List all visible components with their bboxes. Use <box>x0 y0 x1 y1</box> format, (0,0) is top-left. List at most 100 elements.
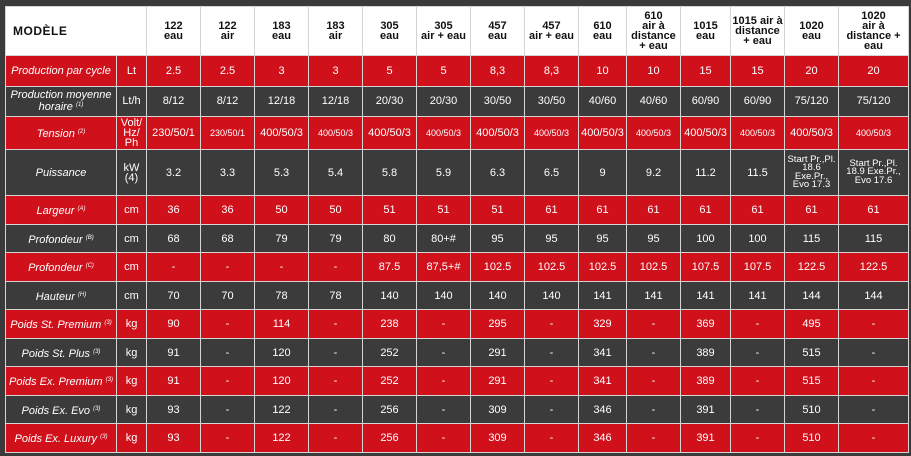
table-cell: 11.2 <box>680 148 731 197</box>
table-cell: - <box>626 309 681 339</box>
model-column-header: 1020 eau <box>784 6 839 56</box>
table-cell: 238 <box>362 309 417 339</box>
row-unit: kg <box>116 394 147 425</box>
table-cell: 140 <box>470 280 525 311</box>
table-cell: 68 <box>146 223 201 254</box>
table-cell: 369 <box>680 309 731 339</box>
table-cell: 252 <box>362 337 417 368</box>
model-type: air <box>328 30 343 42</box>
table-row: Poids Ex. Premium (3) kg 91-120-252-291-34… <box>5 366 909 396</box>
table-cell: 400/50/3 <box>578 116 627 150</box>
table-cell: 329 <box>578 309 627 339</box>
table-cell: 122 <box>254 394 309 425</box>
table-row: Production moyenne horaire (1) Lt/h 8/12 8/… <box>5 85 909 118</box>
table-row: Profondeur (C) cm - - - -87.5 87,5+# 102.5 102.5… <box>5 252 909 282</box>
table-cell: 102.5 <box>524 252 579 282</box>
model-column-header: 183 air <box>308 6 363 56</box>
footnote-ref: (3) <box>93 405 101 412</box>
table-cell: - <box>524 366 579 396</box>
table-cell: 78 <box>254 280 309 311</box>
row-label: Largeur (A) <box>5 195 117 225</box>
table-cell: 60/90 <box>680 85 731 118</box>
table-cell: 61 <box>680 195 731 225</box>
table-row: Largeur (A) cm 36 36 50 50 51 51 51 61 61 61 61 61 61 6… <box>5 195 909 225</box>
row-label: Poids Ex. Premium (3) <box>5 366 117 396</box>
table-cell: 115 <box>784 223 839 254</box>
model-number: 1015 air à <box>732 15 783 27</box>
row-unit: kg <box>116 366 147 396</box>
model-number: 457 <box>488 20 507 32</box>
row-label-text: Poids Ex. Luxury <box>14 433 98 446</box>
table-cell: - <box>308 366 363 396</box>
model-column-header: 610 eau <box>578 6 627 56</box>
table-row: Profondeur (B) cm 68 68 79 79 80 80+# 95 95 95 95 10… <box>5 223 909 254</box>
model-number: 1020 <box>861 10 886 22</box>
row-label-text: Production moyenne horaire <box>10 89 112 114</box>
table-cell: 36 <box>200 195 255 225</box>
model-column-header: 610 air à distance + eau <box>626 6 681 56</box>
row-unit: kW (4) <box>116 148 147 197</box>
table-cell: 140 <box>524 280 579 311</box>
table-cell: - <box>524 394 579 425</box>
footnote-ref: (3) <box>93 348 101 355</box>
table-cell: 391 <box>680 394 731 425</box>
row-label: Tension (2) <box>5 116 117 150</box>
table-cell: - <box>200 423 255 453</box>
model-column-header: 305 eau <box>362 6 417 56</box>
table-cell: 8/12 <box>200 85 255 118</box>
table-cell: 6.5 <box>524 148 579 197</box>
table-cell: 389 <box>680 337 731 368</box>
table-cell: 230/50/1 <box>200 116 255 150</box>
model-type: eau <box>272 30 291 42</box>
table-cell: 400/50/3 <box>838 116 909 150</box>
table-cell: 20/30 <box>416 85 471 118</box>
row-unit: kg <box>116 337 147 368</box>
table-cell: - <box>200 366 255 396</box>
model-column-header: 1015 eau <box>680 6 731 56</box>
model-type: eau <box>696 30 715 42</box>
table-row: Production par cycle Lt 2.5 2.5 3 3 5 5 8,3 8,3 10… <box>5 55 909 87</box>
table-cell: - <box>416 309 471 339</box>
table-cell: 12/18 <box>308 85 363 118</box>
table-cell: - <box>308 337 363 368</box>
table-cell: 10 <box>578 55 627 87</box>
table-cell: - <box>626 337 681 368</box>
table-cell: - <box>308 252 363 282</box>
table-cell: 40/60 <box>578 85 627 118</box>
table-cell: 90 <box>146 309 201 339</box>
table-cell: 80+# <box>416 223 471 254</box>
row-label-text: Tension <box>36 128 75 141</box>
table-cell: 50 <box>308 195 363 225</box>
table-row: Hauteur (H) cm 70 70 78 78 140 140 140 140 141 141 1… <box>5 280 909 311</box>
table-cell: 8,3 <box>470 55 525 87</box>
table-cell: 141 <box>730 280 785 311</box>
table-cell: 107.5 <box>730 252 785 282</box>
table-cell: - <box>838 394 909 425</box>
table-cell: 87.5 <box>362 252 417 282</box>
table-cell: 100 <box>680 223 731 254</box>
table-cell: 391 <box>680 423 731 453</box>
model-heading: MODÈLE <box>5 6 147 56</box>
table-cell: 36 <box>146 195 201 225</box>
table-cell: - <box>146 252 201 282</box>
table-cell: 309 <box>470 423 525 453</box>
model-type: eau <box>488 30 507 42</box>
table-cell: 80 <box>362 223 417 254</box>
row-unit: kg <box>116 423 147 453</box>
table-cell: - <box>730 337 785 368</box>
footnote-ref: (1) <box>75 102 84 109</box>
table-cell: 252 <box>362 366 417 396</box>
table-cell: 8,3 <box>524 55 579 87</box>
table-cell: - <box>626 423 681 453</box>
model-number: 122 <box>218 20 237 32</box>
table-cell: 5.3 <box>254 148 309 197</box>
table-cell: 102.5 <box>470 252 525 282</box>
table-cell: - <box>200 337 255 368</box>
model-type: air + eau <box>529 30 574 42</box>
model-type: eau <box>802 30 821 42</box>
table-cell: 400/50/3 <box>362 116 417 150</box>
model-number: 457 <box>542 20 561 32</box>
model-type: air <box>220 30 235 42</box>
footnote-ref: (B) <box>85 234 94 241</box>
table-cell: 30/50 <box>524 85 579 118</box>
